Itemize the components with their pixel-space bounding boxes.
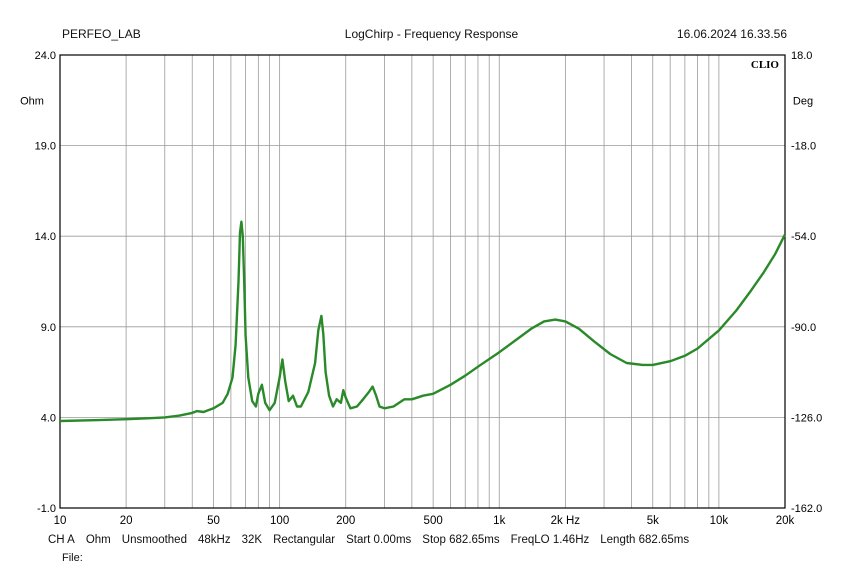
impedance-curve [59, 220, 787, 423]
x-tick-label: 2k Hz [551, 515, 581, 527]
x-axis-labels: 10 20 50 100 200 500 1k 2k Hz 5k 10k 20k [54, 515, 795, 527]
file-label: File: [62, 552, 83, 564]
y2-tick-label: -90.0 [791, 322, 816, 334]
x-tick-label: 5k [647, 515, 659, 527]
y2-tick-label: -162.0 [791, 503, 822, 515]
frequency-response-chart: CLIO 24.0 19.0 14.0 9.0 4.0 -1.0 18.0 -18.0 -54… [20, 50, 822, 527]
y-tick-label: 19.0 [35, 141, 56, 153]
info-item: FreqLO 1.46Hz [510, 534, 590, 546]
info-item: CH A [48, 534, 75, 546]
x-tick-label: 100 [270, 515, 289, 527]
y2-tick-label: 18.0 [791, 50, 812, 62]
x-tick-label: 10 [54, 515, 67, 527]
y-tick-label: 24.0 [35, 50, 56, 62]
header-lab-name: PERFEO_LAB [62, 27, 141, 41]
y-tick-label: 4.0 [41, 412, 56, 424]
x-tick-label: 20 [120, 515, 133, 527]
info-item: 48kHz [197, 534, 231, 546]
x-tick-label: 200 [336, 515, 355, 527]
x-tick-label: 50 [207, 515, 220, 527]
y-axis-labels: 24.0 19.0 14.0 9.0 4.0 -1.0 [35, 50, 56, 515]
y-axis-unit: Ohm [20, 95, 44, 107]
y-tick-label: -1.0 [37, 503, 56, 515]
info-item: 32K [241, 534, 263, 546]
y2-tick-label: -18.0 [791, 141, 816, 153]
clio-logo-text: CLIO [751, 59, 780, 71]
y2-axis-unit: Deg [793, 95, 813, 107]
header-timestamp: 16.06.2024 16.33.56 [676, 27, 787, 41]
grid-lines [60, 55, 785, 508]
y2-tick-label: -126.0 [791, 412, 822, 424]
info-item: Rectangular [273, 534, 336, 546]
info-item: Start 0.00ms [346, 534, 412, 546]
y2-axis-labels: 18.0 -18.0 -54.0 -90.0 -126.0 -162.0 [791, 50, 822, 515]
y2-tick-label: -54.0 [791, 231, 816, 243]
info-item: Stop 682.65ms [422, 534, 500, 546]
info-item: Unsmoothed [121, 534, 187, 546]
y-tick-label: 14.0 [35, 231, 56, 243]
info-item: Length 682.65ms [600, 534, 690, 546]
chart-title: LogChirp - Frequency Response [344, 27, 519, 41]
info-item: Ohm [85, 534, 111, 546]
x-tick-label: 1k [493, 515, 505, 527]
x-tick-label: 20k [776, 515, 795, 527]
y-tick-label: 9.0 [41, 322, 56, 334]
measurement-info-bar: CH A Ohm Unsmoothed 48kHz 32K Rectangular Star… [48, 534, 700, 546]
x-tick-label: 10k [710, 515, 729, 527]
plot-frame [59, 54, 786, 509]
x-tick-label: 500 [424, 515, 443, 527]
